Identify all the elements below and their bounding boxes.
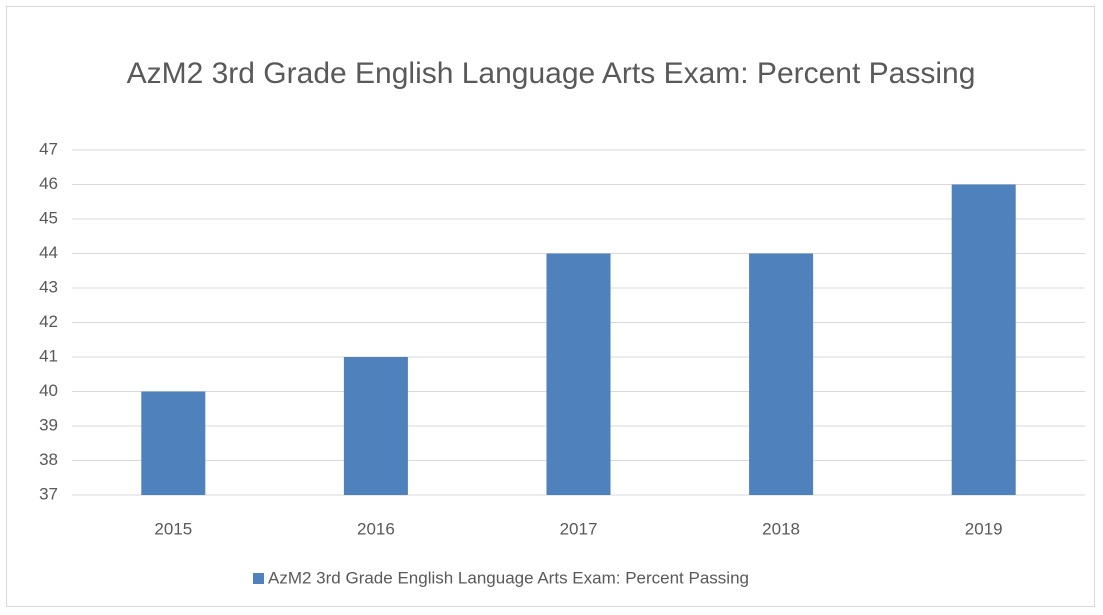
legend-swatch: [253, 573, 264, 584]
y-tick-label: 40: [39, 381, 58, 400]
bar: [546, 253, 611, 495]
y-tick-label: 37: [39, 484, 58, 503]
bar: [343, 357, 408, 495]
x-tick-label: 2017: [560, 519, 598, 538]
y-tick-label: 44: [39, 243, 58, 262]
y-tick-label: 45: [39, 208, 58, 227]
y-tick-label: 38: [39, 450, 58, 469]
x-tick-label: 2018: [762, 519, 800, 538]
y-tick-label: 39: [39, 415, 58, 434]
chart-title: AzM2 3rd Grade English Language Arts Exa…: [126, 57, 976, 90]
y-tick-label: 43: [39, 277, 58, 296]
y-tick-label: 47: [39, 139, 58, 158]
x-tick-label: 2016: [357, 519, 395, 538]
y-tick-label: 41: [39, 346, 58, 365]
y-tick-label: 46: [39, 174, 58, 193]
chart-frame: [6, 6, 1095, 607]
bar: [141, 391, 206, 495]
x-tick-label: 2015: [154, 519, 192, 538]
bar: [951, 184, 1016, 495]
x-tick-label: 2019: [965, 519, 1003, 538]
bar: [749, 253, 814, 495]
y-tick-label: 42: [39, 312, 58, 331]
legend-label: AzM2 3rd Grade English Language Arts Exa…: [268, 568, 749, 587]
